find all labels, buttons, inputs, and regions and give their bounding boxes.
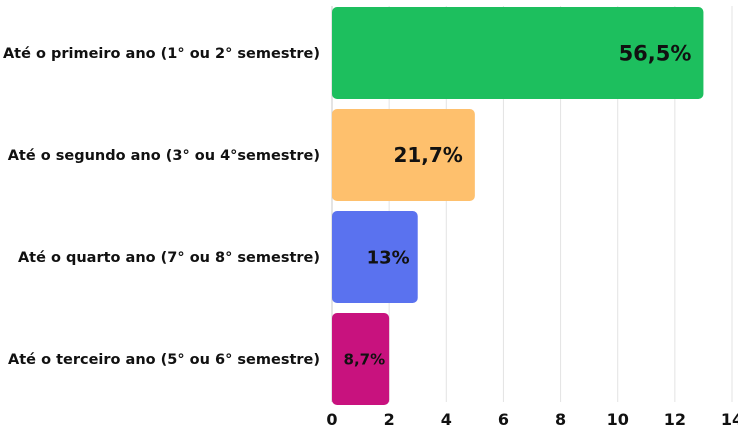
category-label-1: Até o primeiro ano (1° ou 2° semestre) (3, 46, 320, 62)
x-tick-label-14: 14 (721, 410, 738, 429)
bar-1 (332, 7, 704, 99)
bars (332, 7, 704, 405)
bar-3 (332, 211, 418, 303)
x-tick-label-6: 6 (498, 410, 509, 429)
x-tick-label-12: 12 (664, 410, 686, 429)
x-tick-label-0: 0 (326, 410, 337, 429)
bar-4 (332, 313, 390, 405)
x-tick-label-4: 4 (441, 410, 452, 429)
x-tick-label-10: 10 (607, 410, 629, 429)
data-label-2: 21,7% (393, 143, 462, 167)
x-tick-label-2: 2 (384, 410, 395, 429)
bar-2 (332, 109, 475, 201)
category-label-4: Até o terceiro ano (5° ou 6° semestre) (8, 352, 320, 368)
category-label-2: Até o segundo ano (3° ou 4°semestre) (8, 148, 320, 164)
category-labels: Até o primeiro ano (1° ou 2° semestre) At… (3, 46, 320, 368)
data-label-3: 13% (367, 247, 410, 268)
data-label-4: 8,7% (344, 350, 386, 368)
category-label-3: Até o quarto ano (7° ou 8° semestre) (18, 250, 320, 266)
data-labels: 56,5% 21,7% 13% 8,7% (344, 42, 692, 369)
x-tick-labels: 0 2 4 6 8 10 12 14 (326, 410, 738, 429)
x-tick-label-8: 8 (555, 410, 566, 429)
data-label-1: 56,5% (619, 42, 692, 66)
